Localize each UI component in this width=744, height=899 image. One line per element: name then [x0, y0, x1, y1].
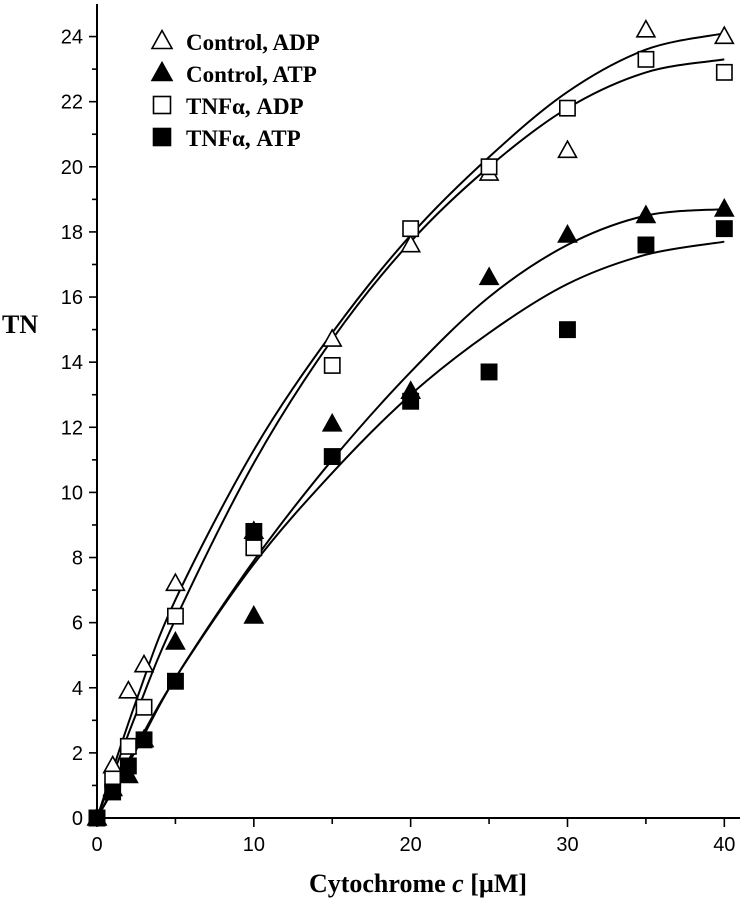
- y-tick-label: 0: [72, 808, 83, 830]
- data-point: [119, 737, 137, 755]
- y-tick-label: 2: [72, 743, 83, 765]
- y-tick-label: 20: [61, 157, 83, 179]
- fit-curve: [96, 32, 725, 819]
- data-point: [167, 607, 184, 625]
- data-point: [167, 672, 184, 690]
- data-point: [635, 18, 657, 38]
- data-point: [713, 25, 735, 45]
- data-point: [402, 392, 420, 410]
- x-axis-title-unit: [µM]: [464, 869, 527, 898]
- data-point: [557, 224, 578, 243]
- data-point: [713, 198, 735, 217]
- legend-marker: [150, 60, 174, 82]
- data-point: [558, 321, 576, 339]
- legend: Control, ADP Control, ATP TNFα, ADP TNFα, A…: [150, 28, 320, 151]
- x-tick-label: 0: [91, 834, 102, 856]
- data-point: [402, 220, 420, 238]
- y-tick-label: 18: [61, 222, 83, 244]
- data-markers: [86, 18, 735, 827]
- data-point: [135, 731, 153, 749]
- x-axis-title-italic: c: [452, 869, 464, 898]
- data-point: [323, 448, 341, 465]
- legend-marker: [152, 95, 172, 115]
- y-tick-label: 10: [61, 482, 83, 504]
- data-point: [557, 139, 578, 159]
- legend-label: Control, ATP: [186, 62, 317, 87]
- data-point: [637, 50, 655, 68]
- data-point: [480, 363, 498, 381]
- data-point: [715, 220, 733, 238]
- data-point: [478, 266, 500, 286]
- data-point: [245, 539, 263, 557]
- fit-curve: [96, 208, 725, 819]
- y-tick-label: 22: [61, 92, 83, 114]
- data-point: [321, 328, 343, 347]
- x-axis-title-main: Cytochrome: [309, 869, 452, 898]
- data-point: [245, 522, 263, 540]
- fit-curve: [96, 240, 725, 819]
- data-point: [243, 605, 265, 624]
- fit-curves: [96, 32, 725, 819]
- y-axis-title: TN: [2, 310, 38, 339]
- y-tick-label: 4: [72, 678, 83, 700]
- x-tick-label: 10: [243, 834, 265, 856]
- y-tick-label: 14: [61, 352, 83, 374]
- data-point: [135, 698, 153, 716]
- y-tick-label: 8: [72, 548, 83, 570]
- data-point: [635, 204, 657, 224]
- y-tick-label: 24: [61, 27, 83, 49]
- x-tick-label: 40: [713, 834, 735, 856]
- x-tick-label: 30: [556, 834, 578, 856]
- x-tick-label: 20: [400, 834, 422, 856]
- y-tick-label: 6: [72, 613, 83, 635]
- data-point: [133, 653, 155, 673]
- data-point: [165, 572, 186, 592]
- data-point: [637, 236, 655, 254]
- x-axis-title: Cytochrome c [µM]: [309, 869, 527, 898]
- data-point: [558, 99, 576, 117]
- data-point: [400, 233, 422, 253]
- legend-marker: [150, 28, 174, 50]
- legend-label: Control, ADP: [186, 30, 320, 55]
- legend-label: TNFα, ATP: [186, 126, 301, 151]
- data-point: [480, 158, 498, 176]
- data-point: [715, 63, 733, 81]
- fit-curve: [96, 58, 725, 819]
- data-point: [118, 679, 139, 699]
- legend-label: TNFα, ADP: [186, 94, 304, 119]
- y-tick-label: 12: [61, 417, 83, 439]
- legend-marker: [152, 127, 172, 147]
- data-point: [165, 631, 186, 650]
- data-point: [104, 783, 122, 801]
- data-point: [119, 757, 137, 775]
- data-point: [321, 412, 343, 432]
- data-point: [323, 356, 341, 374]
- data-point: [88, 809, 106, 827]
- y-tick-label: 16: [61, 287, 83, 309]
